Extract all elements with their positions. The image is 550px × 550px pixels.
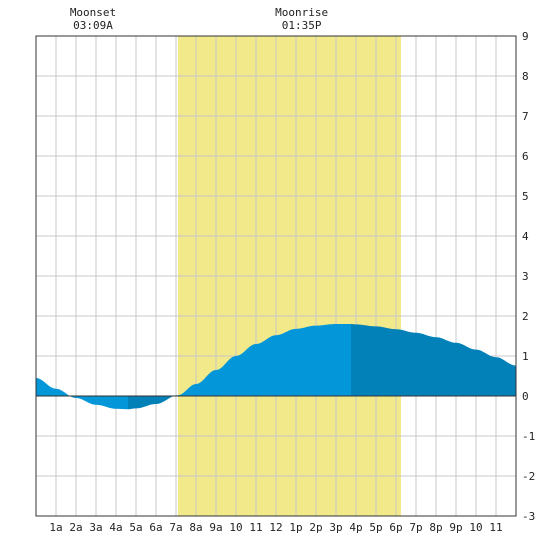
x-tick-label: 2a bbox=[69, 521, 82, 534]
x-tick-label: 4a bbox=[109, 521, 122, 534]
y-tick-label: 9 bbox=[522, 30, 529, 43]
x-tick-label: 11 bbox=[489, 521, 502, 534]
x-tick-label: 11 bbox=[249, 521, 262, 534]
x-tick-label: 3a bbox=[89, 521, 102, 534]
x-tick-label: 10 bbox=[469, 521, 482, 534]
y-tick-label: 6 bbox=[522, 150, 529, 163]
y-tick-label: -3 bbox=[522, 510, 535, 523]
plot-frame bbox=[35, 35, 517, 517]
y-tick-label: -1 bbox=[522, 430, 535, 443]
y-tick-label: 4 bbox=[522, 230, 529, 243]
tide-area-segment bbox=[36, 378, 128, 410]
y-tick-label: 0 bbox=[522, 390, 529, 403]
annotation-event-label: Moonrise bbox=[275, 6, 328, 19]
y-tick-label: 7 bbox=[522, 110, 529, 123]
tide-area-segment bbox=[178, 324, 351, 396]
x-tick-label: 2p bbox=[309, 521, 322, 534]
x-tick-label: 8p bbox=[429, 521, 442, 534]
x-tick-label: 1a bbox=[49, 521, 62, 534]
tide-area-segment bbox=[128, 395, 178, 410]
x-tick-label: 8a bbox=[189, 521, 202, 534]
x-tick-label: 7a bbox=[169, 521, 182, 534]
y-tick-label: 1 bbox=[522, 350, 529, 363]
x-tick-label: 10 bbox=[229, 521, 242, 534]
y-tick-label: 8 bbox=[522, 70, 529, 83]
x-tick-label: 12 bbox=[269, 521, 282, 534]
y-tick-label: 3 bbox=[522, 270, 529, 283]
x-tick-label: 7p bbox=[409, 521, 422, 534]
annotation-time-label: 01:35P bbox=[282, 19, 322, 32]
x-tick-label: 6p bbox=[389, 521, 402, 534]
annotation-event-label: Moonset bbox=[70, 6, 116, 19]
x-tick-label: 1p bbox=[289, 521, 302, 534]
x-tick-label: 6a bbox=[149, 521, 162, 534]
x-tick-label: 9p bbox=[449, 521, 462, 534]
annotation-time-label: 03:09A bbox=[73, 19, 113, 32]
y-tick-label: -2 bbox=[522, 470, 535, 483]
x-tick-label: 3p bbox=[329, 521, 342, 534]
y-tick-label: 5 bbox=[522, 190, 529, 203]
x-tick-label: 9a bbox=[209, 521, 222, 534]
y-tick-label: 2 bbox=[522, 310, 529, 323]
x-tick-label: 5a bbox=[129, 521, 142, 534]
x-tick-label: 5p bbox=[369, 521, 382, 534]
x-tick-label: 4p bbox=[349, 521, 362, 534]
tide-area-segment bbox=[351, 324, 516, 396]
